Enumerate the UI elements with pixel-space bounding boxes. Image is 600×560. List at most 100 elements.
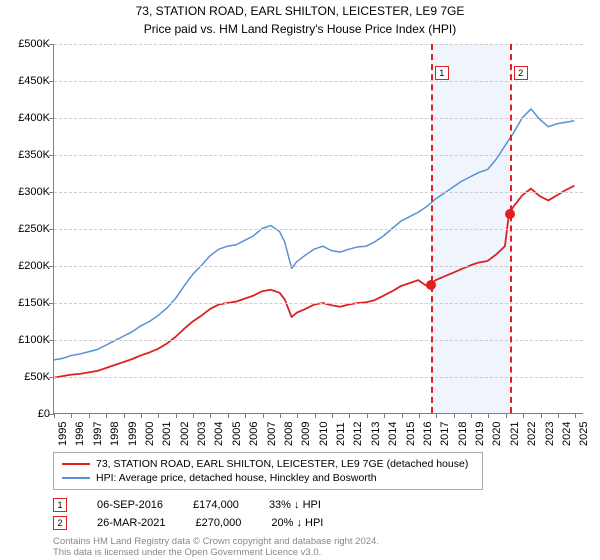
xtick-label: 2009 xyxy=(300,422,312,446)
event-badge: 1 xyxy=(53,498,67,512)
event-date: 26-MAR-2021 xyxy=(97,517,165,529)
xtick-label: 2018 xyxy=(457,422,469,446)
xtick-mark xyxy=(471,413,472,418)
xtick-mark xyxy=(523,413,524,418)
xtick-label: 2012 xyxy=(352,422,364,446)
data-marker xyxy=(505,209,515,219)
event-vline xyxy=(510,44,512,413)
legend-swatch xyxy=(62,463,90,465)
xtick-mark xyxy=(228,413,229,418)
xtick-label: 2004 xyxy=(213,422,225,446)
xtick-mark xyxy=(419,413,420,418)
xtick-mark xyxy=(124,413,125,418)
gridline xyxy=(54,303,583,304)
ytick-label: £250K xyxy=(0,223,50,235)
event-table: 1 06-SEP-2016 £174,000 33% ↓ HPI 2 26-MA… xyxy=(53,496,323,532)
xtick-mark xyxy=(558,413,559,418)
event-delta: 20% ↓ HPI xyxy=(271,517,323,529)
ytick-label: £50K xyxy=(0,371,50,383)
xtick-label: 2013 xyxy=(370,422,382,446)
xtick-mark xyxy=(506,413,507,418)
ytick-label: £500K xyxy=(0,38,50,50)
xtick-label: 2021 xyxy=(509,422,521,446)
xtick-label: 2002 xyxy=(179,422,191,446)
xtick-label: 2006 xyxy=(248,422,260,446)
gridline xyxy=(54,229,583,230)
xtick-label: 2003 xyxy=(196,422,208,446)
xtick-mark xyxy=(54,413,55,418)
event-badge: 2 xyxy=(53,516,67,530)
footer-line: This data is licensed under the Open Gov… xyxy=(53,547,379,558)
legend-label: 73, STATION ROAD, EARL SHILTON, LEICESTE… xyxy=(96,458,468,470)
xtick-label: 2007 xyxy=(266,422,278,446)
xtick-label: 1997 xyxy=(92,422,104,446)
chart-container: 73, STATION ROAD, EARL SHILTON, LEICESTE… xyxy=(0,0,600,560)
xtick-mark xyxy=(158,413,159,418)
xtick-mark xyxy=(541,413,542,418)
ytick-label: £400K xyxy=(0,112,50,124)
xtick-label: 1999 xyxy=(127,422,139,446)
plot-area: 12 xyxy=(53,44,583,414)
xtick-mark xyxy=(245,413,246,418)
xtick-mark xyxy=(263,413,264,418)
xtick-label: 2005 xyxy=(231,422,243,446)
xtick-label: 1996 xyxy=(74,422,86,446)
event-price: £270,000 xyxy=(195,517,241,529)
ytick-label: £300K xyxy=(0,186,50,198)
xtick-label: 2020 xyxy=(491,422,503,446)
xtick-label: 2011 xyxy=(335,422,347,446)
gridline xyxy=(54,155,583,156)
gridline xyxy=(54,192,583,193)
xtick-label: 2008 xyxy=(283,422,295,446)
xtick-label: 2014 xyxy=(387,422,399,446)
xtick-label: 2024 xyxy=(561,422,573,446)
ytick-label: £150K xyxy=(0,297,50,309)
event-price: £174,000 xyxy=(193,499,239,511)
gridline xyxy=(54,81,583,82)
xtick-mark xyxy=(349,413,350,418)
legend-box: 73, STATION ROAD, EARL SHILTON, LEICESTE… xyxy=(53,452,483,490)
xtick-mark xyxy=(297,413,298,418)
event-badge-on-chart: 1 xyxy=(435,66,449,80)
xtick-label: 2000 xyxy=(144,422,156,446)
ytick-label: £450K xyxy=(0,75,50,87)
legend-swatch xyxy=(62,477,90,479)
series-line-property xyxy=(54,186,574,378)
xtick-mark xyxy=(488,413,489,418)
ytick-label: £100K xyxy=(0,334,50,346)
ytick-label: £350K xyxy=(0,149,50,161)
xtick-mark xyxy=(176,413,177,418)
xtick-mark xyxy=(141,413,142,418)
xtick-label: 2023 xyxy=(544,422,556,446)
xtick-mark xyxy=(89,413,90,418)
legend-item: 73, STATION ROAD, EARL SHILTON, LEICESTE… xyxy=(62,457,474,471)
xtick-mark xyxy=(367,413,368,418)
event-row: 1 06-SEP-2016 £174,000 33% ↓ HPI xyxy=(53,496,323,514)
xtick-mark xyxy=(280,413,281,418)
chart-subtitle: Price paid vs. HM Land Registry's House … xyxy=(0,20,600,36)
footer-text: Contains HM Land Registry data © Crown c… xyxy=(53,536,379,559)
xtick-mark xyxy=(71,413,72,418)
gridline xyxy=(54,118,583,119)
event-date: 06-SEP-2016 xyxy=(97,499,163,511)
gridline xyxy=(54,340,583,341)
gridline xyxy=(54,44,583,45)
xtick-label: 2017 xyxy=(439,422,451,446)
xtick-label: 1998 xyxy=(109,422,121,446)
event-badge-on-chart: 2 xyxy=(514,66,528,80)
xtick-mark xyxy=(454,413,455,418)
xtick-mark xyxy=(384,413,385,418)
ytick-label: £0 xyxy=(0,408,50,420)
xtick-label: 2022 xyxy=(526,422,538,446)
xtick-label: 2016 xyxy=(422,422,434,446)
xtick-mark xyxy=(106,413,107,418)
footer-line: Contains HM Land Registry data © Crown c… xyxy=(53,536,379,547)
gridline xyxy=(54,377,583,378)
legend-label: HPI: Average price, detached house, Hinc… xyxy=(96,472,377,484)
xtick-label: 2010 xyxy=(318,422,330,446)
xtick-label: 2001 xyxy=(161,422,173,446)
xtick-mark xyxy=(436,413,437,418)
xtick-label: 1995 xyxy=(57,422,69,446)
xtick-mark xyxy=(575,413,576,418)
gridline xyxy=(54,266,583,267)
